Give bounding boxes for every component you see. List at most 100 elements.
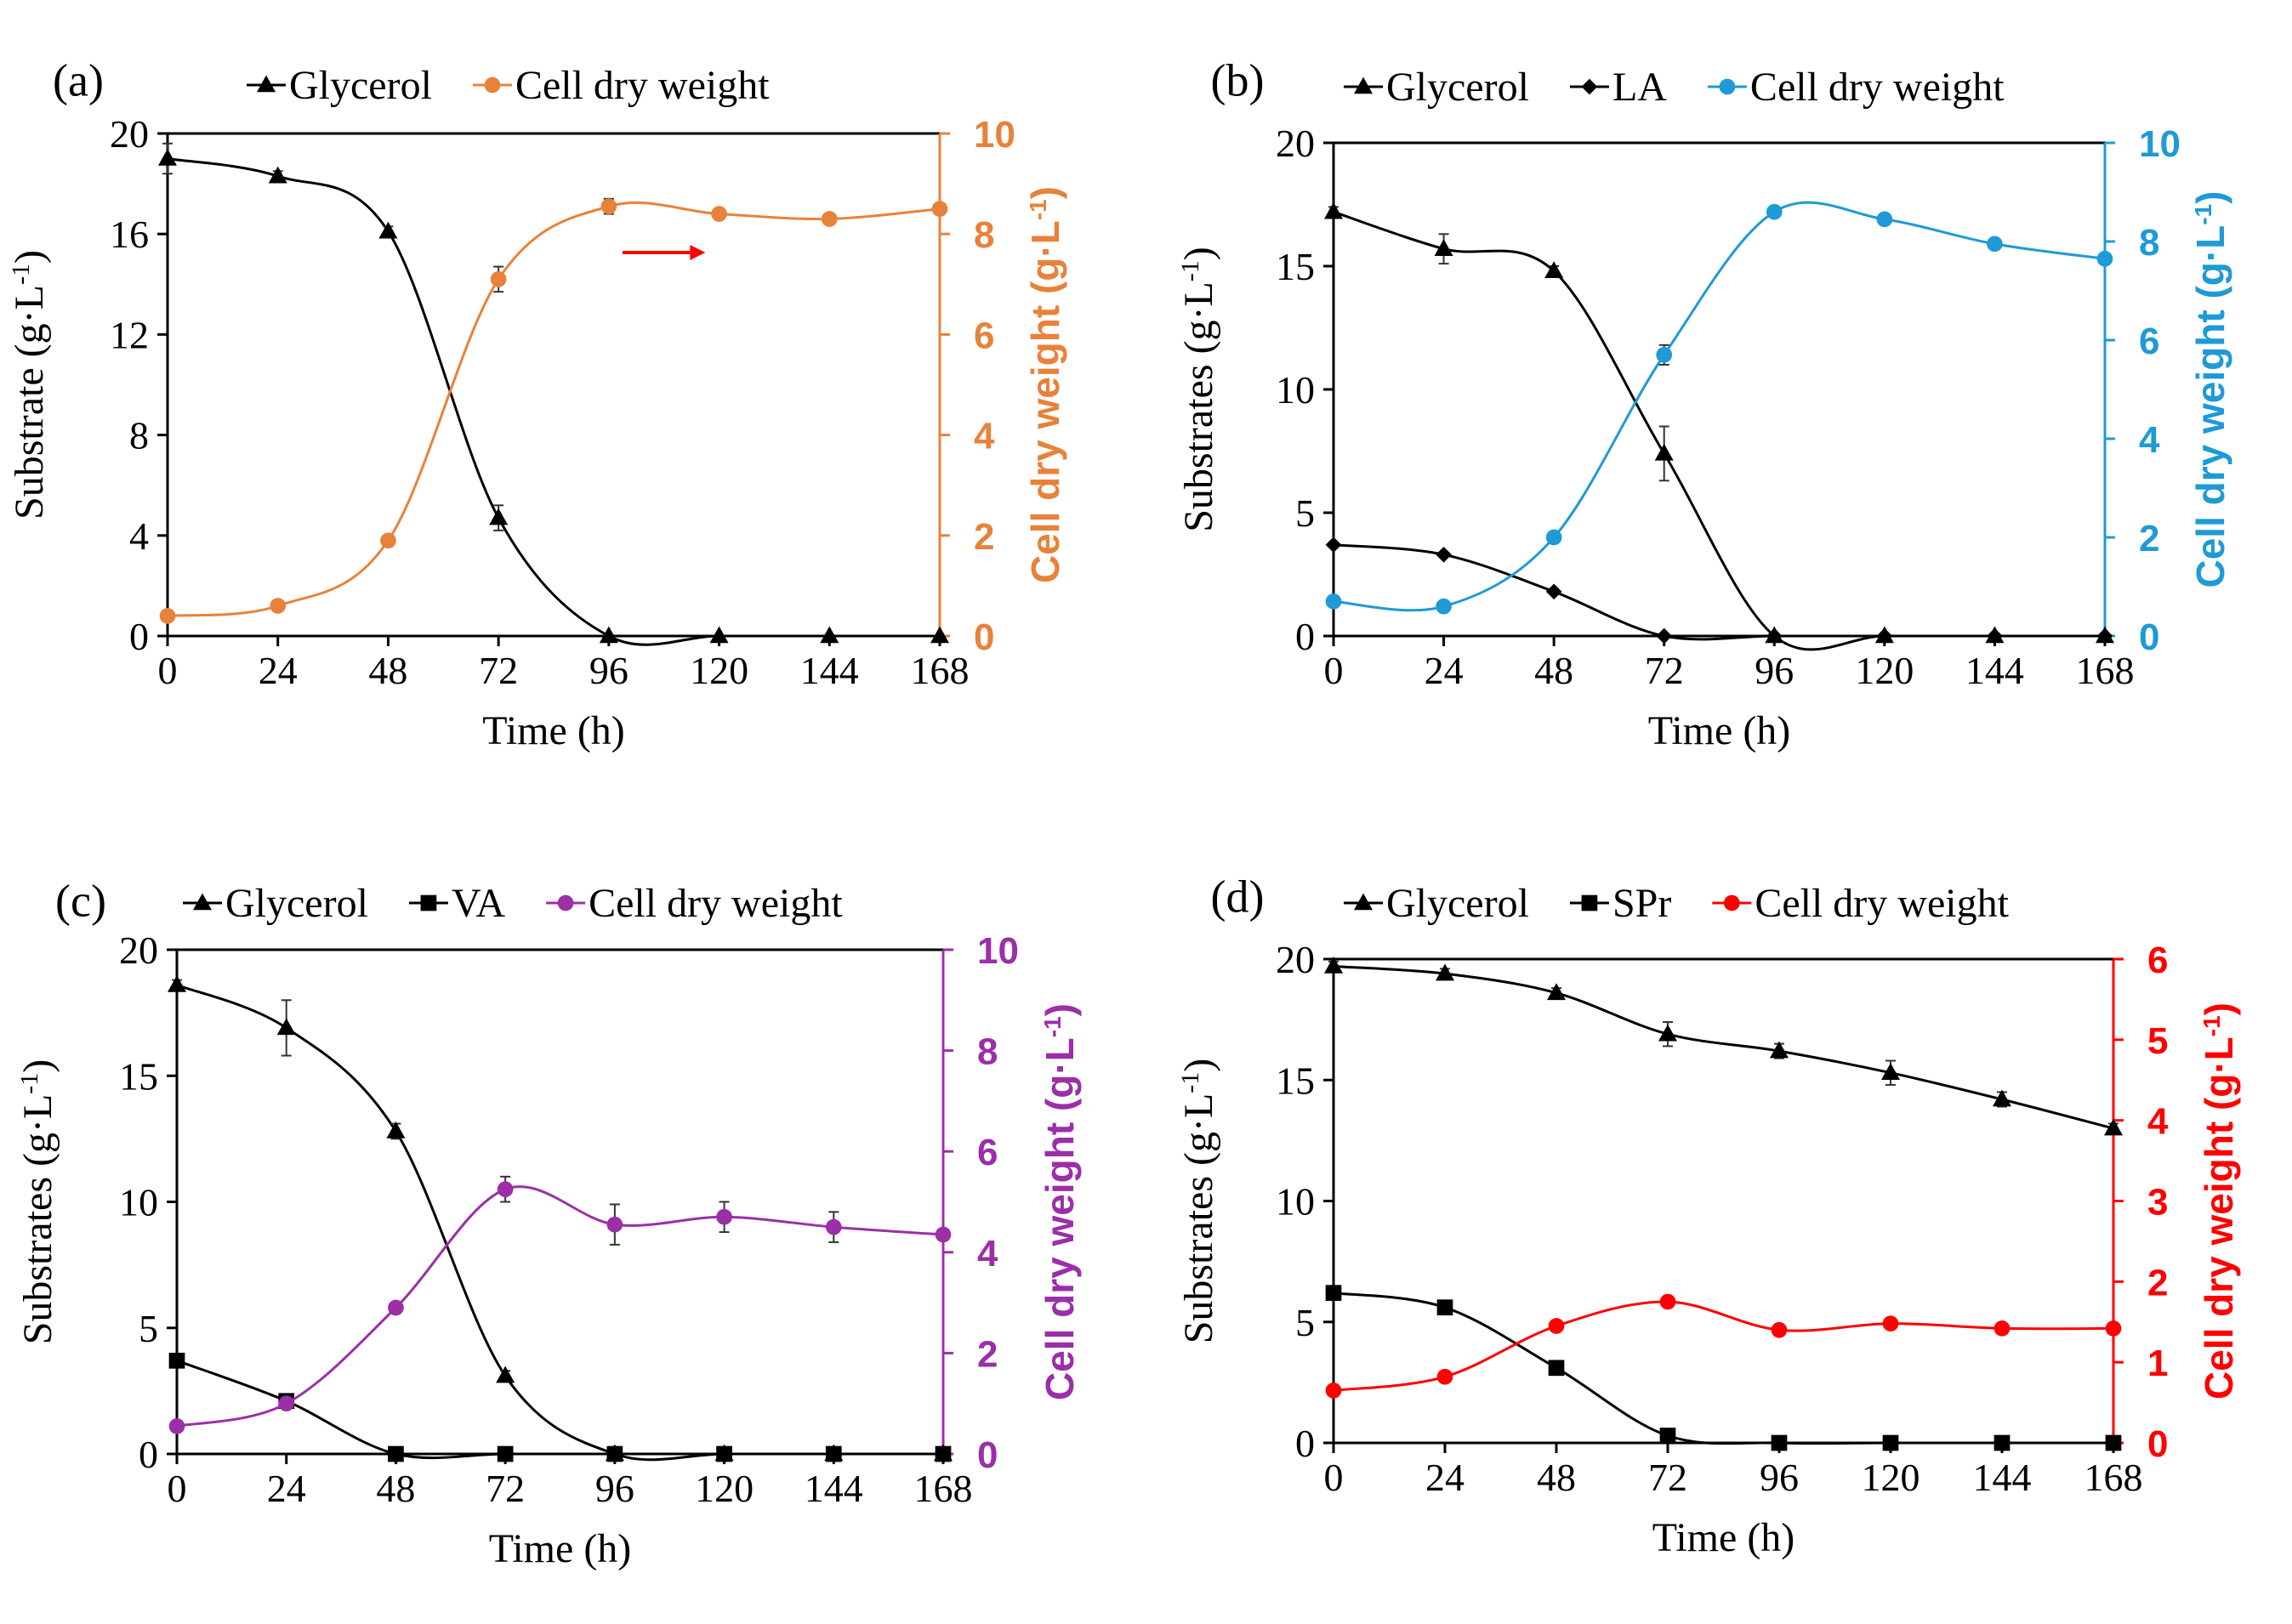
legend-entry-la: LA	[1612, 65, 1667, 110]
y-right-axis-label: Cell dry weight (g·L-1)	[2188, 190, 2232, 588]
data-point-cell-dry-weight	[606, 1216, 623, 1233]
x-tick-label: 168	[914, 1467, 973, 1510]
y-right-label-sup: -1	[1025, 199, 1051, 220]
data-point-cell-dry-weight	[490, 271, 507, 287]
data-point-glycerol	[820, 626, 839, 644]
y-left-label-text: Substrate (g·L	[7, 285, 52, 520]
data-point-cell-dry-weight	[1548, 1318, 1565, 1334]
y-right-tick-label: 4	[977, 1233, 998, 1275]
y-left-tick-label: 0	[139, 1433, 158, 1476]
data-point-cell-dry-weight	[1436, 1368, 1453, 1385]
x-tick-label: 48	[1534, 649, 1573, 692]
data-point-la	[1766, 627, 1783, 644]
data-point-glycerol	[276, 1018, 296, 1036]
y-right-tick-label: 4	[2139, 419, 2160, 461]
data-point-glycerol	[1324, 202, 1343, 219]
data-point-la	[1876, 627, 1893, 644]
data-point-cell-dry-weight	[1545, 529, 1562, 546]
x-tick-label: 168	[2076, 649, 2135, 692]
series-line-va	[176, 1359, 943, 1460]
legend-marker	[193, 893, 212, 911]
y-right-tick-label: 0	[2147, 1423, 2168, 1465]
y-left-tick-label: 10	[1276, 1180, 1315, 1224]
data-point-cell-dry-weight	[168, 1418, 185, 1434]
data-point-va	[716, 1445, 732, 1462]
legend-entry-glycerol: Glycerol	[1386, 881, 1529, 926]
series-line-la	[1333, 543, 2106, 641]
data-point-cell-dry-weight	[931, 201, 948, 217]
y-left-tick-label: 5	[1295, 1301, 1315, 1344]
data-point-cell-dry-weight	[1876, 211, 1893, 228]
x-tick-label: 144	[805, 1467, 863, 1510]
x-tick-label: 72	[486, 1467, 525, 1510]
x-tick-label: 24	[259, 649, 298, 692]
y-left-tick-label: 4	[129, 514, 149, 558]
data-point-spr	[1325, 1285, 1342, 1301]
y-left-tick-label: 15	[119, 1054, 158, 1098]
x-tick-label: 120	[1855, 649, 1914, 692]
red-arrow-head	[690, 245, 706, 260]
x-axis-label: Time (h)	[489, 1526, 632, 1571]
data-point-cell-dry-weight	[1436, 598, 1452, 615]
y-left-label-text: Substrates (g·L	[1176, 1093, 1221, 1344]
x-tick-label: 48	[1537, 1456, 1576, 1499]
data-point-cell-dry-weight	[1656, 347, 1673, 363]
data-point-cell-dry-weight	[716, 1208, 732, 1225]
y-left-tick-label: 20	[110, 112, 149, 156]
data-point-glycerol	[930, 626, 949, 644]
data-point-glycerol	[1324, 956, 1343, 974]
series-line-glycerol	[1333, 965, 2114, 1130]
data-point-cell-dry-weight	[380, 532, 396, 549]
legend-marker	[1719, 78, 1736, 95]
data-point-cell-dry-weight	[388, 1299, 404, 1316]
y-right-tick-label: 0	[974, 616, 994, 658]
y-left-tick-label: 20	[1276, 938, 1315, 981]
y-left-axis-label: Substrates (g·L-1)	[1176, 1059, 1222, 1344]
x-tick-label: 144	[800, 649, 859, 692]
data-point-cell-dry-weight	[278, 1395, 295, 1412]
data-point-glycerol	[489, 508, 509, 525]
y-left-label-sup: -1	[1176, 260, 1204, 281]
data-point-cell-dry-weight	[600, 198, 617, 215]
y-left-tick-label: 10	[1276, 368, 1315, 412]
y-right-tick-label: 4	[2147, 1101, 2169, 1143]
x-tick-label: 24	[1425, 1456, 1464, 1499]
data-point-glycerol	[496, 1366, 515, 1383]
y-left-label-sup: -1	[1176, 1072, 1204, 1093]
data-point-spr	[1993, 1434, 2010, 1451]
x-tick-label: 24	[267, 1467, 306, 1510]
y-left-tick-label: 15	[1276, 245, 1315, 288]
y-right-label-close: )	[1038, 1003, 1082, 1016]
x-tick-label: 96	[589, 649, 628, 692]
data-point-cell-dry-weight	[1325, 593, 1342, 610]
y-right-tick-label: 1	[2147, 1343, 2168, 1384]
y-right-tick-label: 6	[977, 1132, 998, 1173]
data-point-spr	[1436, 1299, 1453, 1316]
data-point-cell-dry-weight	[159, 608, 176, 624]
data-point-la	[2096, 627, 2113, 644]
y-left-tick-label: 12	[110, 313, 149, 356]
panel-label: (d)	[1211, 871, 1265, 922]
x-tick-label: 48	[376, 1467, 415, 1510]
y-left-tick-label: 20	[119, 928, 158, 972]
data-point-cell-dry-weight	[497, 1181, 514, 1198]
x-axis-label: Time (h)	[1652, 1515, 1795, 1560]
legend-marker	[1354, 893, 1373, 911]
y-right-tick-label: 2	[2139, 518, 2159, 559]
data-point-cell-dry-weight	[711, 206, 727, 222]
data-point-la	[1545, 583, 1562, 600]
data-point-la	[1325, 537, 1342, 554]
data-point-cell-dry-weight	[1771, 1321, 1788, 1338]
data-point-glycerol	[386, 1121, 406, 1139]
data-point-glycerol	[158, 149, 177, 166]
y-left-tick-label: 8	[129, 414, 149, 457]
legend-entry-glycerol: Glycerol	[225, 881, 368, 926]
data-point-glycerol	[1436, 963, 1454, 981]
y-left-tick-label: 0	[1295, 1422, 1315, 1465]
data-point-la	[1987, 627, 2003, 644]
x-tick-label: 96	[1760, 1456, 1799, 1499]
